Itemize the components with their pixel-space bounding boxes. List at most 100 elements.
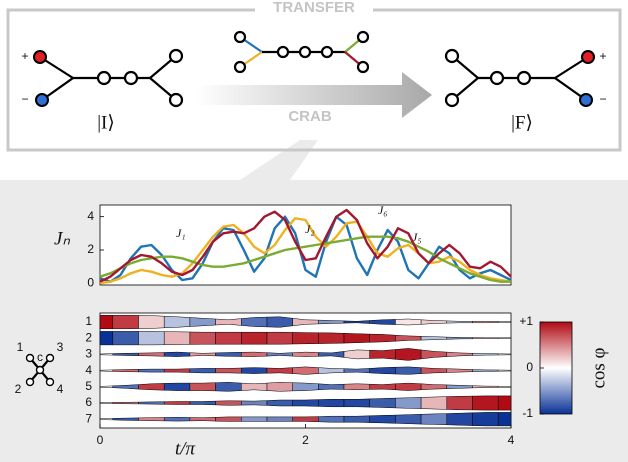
ribbon-segment xyxy=(241,400,268,406)
ribbon-segment xyxy=(99,385,114,388)
ribbon-segment xyxy=(215,382,242,392)
ribbon-segment xyxy=(395,382,422,391)
series-line xyxy=(99,208,512,283)
ribbon-segment xyxy=(215,400,242,406)
ribbon-segment xyxy=(266,316,293,328)
ribbon-segment xyxy=(343,398,370,408)
ribbon-segment xyxy=(99,331,114,346)
ribbon-segment xyxy=(395,318,422,326)
row-label: 6 xyxy=(85,395,92,409)
ribbon-segment xyxy=(112,331,139,346)
ribbon-segment xyxy=(369,319,396,325)
ribbon-segment xyxy=(369,349,396,360)
ribbon-segment xyxy=(112,401,139,405)
ribbon-segment xyxy=(266,367,293,374)
ribbon-segment xyxy=(99,369,114,372)
ribbon-segment xyxy=(215,352,242,357)
ribbon-segment xyxy=(369,397,396,409)
ribbon-segment xyxy=(395,414,422,425)
sign-label: − xyxy=(21,92,28,106)
ribbon-segment xyxy=(472,385,499,389)
ribbon-segment xyxy=(343,383,370,391)
ribbon-segment xyxy=(163,351,191,357)
ribbon-segment xyxy=(318,367,345,374)
ribbon-segment xyxy=(369,366,396,375)
ribbon-segment xyxy=(112,352,139,356)
ribbon-segment xyxy=(343,333,370,344)
y-tick-label: 2 xyxy=(87,242,94,256)
series-label: J₅ xyxy=(412,230,422,244)
colorbar-label: cos φ xyxy=(588,347,609,388)
ribbon-segment xyxy=(99,353,114,356)
ribbon-segment xyxy=(189,382,216,392)
sign-label: + xyxy=(21,49,28,63)
ribbon-segment xyxy=(369,383,396,391)
ribbon-segment xyxy=(138,331,165,346)
ribbon-segment xyxy=(318,332,345,344)
ribbon-segment xyxy=(292,351,319,357)
ribbon-segment xyxy=(163,401,191,405)
row-label: 7 xyxy=(85,411,92,425)
ribbon-segment xyxy=(497,353,512,356)
ribbon-segment xyxy=(369,414,396,424)
x-tick-label: 4 xyxy=(508,433,515,447)
ribbon-segment xyxy=(266,331,293,345)
colorbar-tick-label: +1 xyxy=(519,314,533,328)
ribbon-segment xyxy=(472,369,499,372)
ribbon-segment xyxy=(138,401,165,405)
ribbon-segment xyxy=(163,331,191,346)
ribbon-segment xyxy=(215,416,242,422)
x-tick-label: 2 xyxy=(302,433,309,447)
ribbon-segment xyxy=(189,331,216,345)
series-line xyxy=(99,235,511,283)
ribbon-segment xyxy=(241,316,268,328)
ribbon-segment xyxy=(241,416,268,422)
ribbon-segment xyxy=(446,412,473,426)
ribbon-segment xyxy=(420,367,448,374)
series-label: J₂ xyxy=(305,222,315,236)
chain-graph xyxy=(233,30,370,74)
initial-graph xyxy=(33,48,184,108)
ribbon-segment xyxy=(318,319,345,325)
ribbon-segment xyxy=(241,351,268,357)
x-tick-label: 0 xyxy=(97,433,104,447)
row-label: 3 xyxy=(85,347,92,361)
ribbon-segment xyxy=(497,321,512,323)
ribbon-segment xyxy=(292,332,319,345)
ribbon-segment xyxy=(138,315,165,329)
ribbon-segment xyxy=(112,417,139,421)
ribbon-segment xyxy=(138,417,165,422)
sign-label: − xyxy=(599,92,606,106)
row-label: 2 xyxy=(85,330,92,344)
title-backing xyxy=(255,0,373,18)
node-label: c xyxy=(37,350,43,364)
ribbon-segment xyxy=(99,315,114,330)
ribbon-segment xyxy=(472,353,499,356)
node-label: 1 xyxy=(17,340,24,354)
ribbon-segment xyxy=(215,367,242,374)
ribbon-segment xyxy=(189,352,216,357)
row-label: 4 xyxy=(85,363,92,377)
state-label: |F⟩ xyxy=(511,112,533,133)
ribbon-segment xyxy=(318,383,345,391)
row-label: 5 xyxy=(85,379,92,393)
line-plot-area xyxy=(99,204,512,286)
series-label: J₁ xyxy=(176,226,186,240)
y-axis-label: Jₙ xyxy=(54,228,70,249)
ribbon-segment xyxy=(420,396,448,410)
ribbon-segment xyxy=(266,382,293,392)
ribbon-segment xyxy=(189,317,216,327)
ribbon-segment xyxy=(497,395,512,411)
row-label: 1 xyxy=(85,314,92,328)
ribbon-segment xyxy=(497,337,512,339)
ribbon-segment xyxy=(215,331,242,345)
transfer-arrow xyxy=(195,72,432,118)
ribbon-segment xyxy=(292,399,319,407)
node-label: 4 xyxy=(57,382,64,396)
ribbon-segment xyxy=(266,352,293,357)
ribbon-segment xyxy=(292,366,319,375)
ribbon-segment xyxy=(369,333,396,343)
colorbar xyxy=(539,321,573,415)
ribbon-segment xyxy=(189,417,216,422)
